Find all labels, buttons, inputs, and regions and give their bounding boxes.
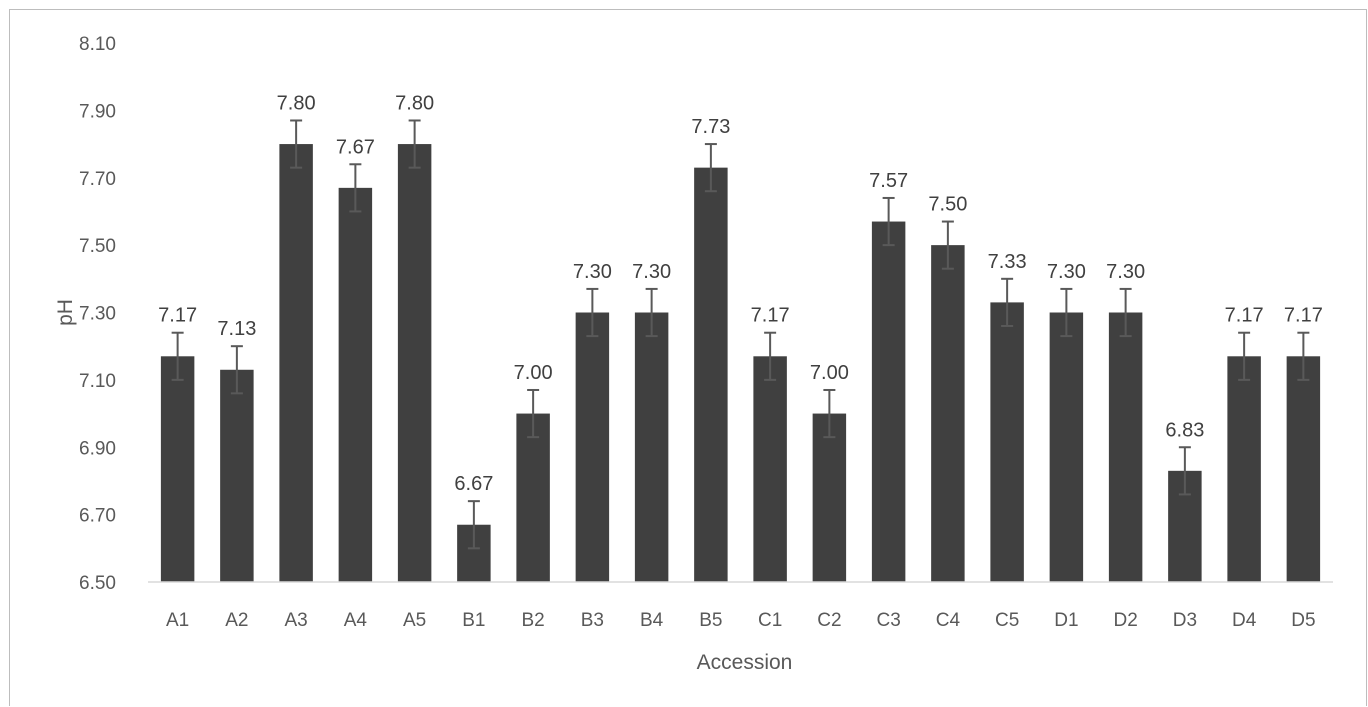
bar xyxy=(1108,312,1143,582)
bar xyxy=(634,312,669,582)
y-tick-label: 7.30 xyxy=(79,304,116,325)
chart-frame xyxy=(9,9,1367,706)
x-tick-label: D2 xyxy=(1113,610,1137,631)
bar xyxy=(1286,356,1321,582)
y-tick-label: 6.50 xyxy=(79,573,116,594)
error-bar xyxy=(527,388,540,439)
error-bar xyxy=(349,163,362,213)
error-bar xyxy=(467,500,480,550)
x-tick-label: C1 xyxy=(758,610,782,631)
data-label: 6.67 xyxy=(454,473,493,495)
data-labels: 7.17 7.13 7.80 7.67 7.80 6.67 7.00 7.30 7.30 7.73… xyxy=(158,92,1323,495)
y-tick-label: 7.50 xyxy=(79,236,116,257)
x-tick-label: D3 xyxy=(1173,610,1197,631)
error-bar xyxy=(1119,287,1132,338)
data-label: 7.67 xyxy=(336,136,375,158)
x-tick-label: A4 xyxy=(344,610,368,631)
data-label: 7.80 xyxy=(395,92,434,114)
bar xyxy=(279,144,313,582)
data-label: 7.30 xyxy=(573,261,612,283)
data-label: 7.00 xyxy=(514,362,553,384)
x-tick-label: C4 xyxy=(936,610,961,631)
error-bar xyxy=(823,388,836,439)
x-axis-ticks: A1 A2 A3 A4 A5 B1 B2 B3 B4 B5 C1 C2 C3 C4 C5 D1 D2 D3 D4 D5 xyxy=(166,610,1316,631)
error-bar xyxy=(941,220,954,270)
x-tick-label: C2 xyxy=(817,610,841,631)
bar xyxy=(160,356,195,582)
data-label: 7.17 xyxy=(1225,305,1264,327)
x-tick-label: D5 xyxy=(1291,610,1315,631)
bar xyxy=(516,413,550,582)
data-label: 7.57 xyxy=(869,170,908,192)
data-label: 7.50 xyxy=(928,194,967,216)
y-tick-label: 8.10 xyxy=(79,34,116,55)
data-label: 7.30 xyxy=(1047,261,1086,283)
y-tick-label: 7.70 xyxy=(79,169,116,190)
error-bar xyxy=(290,119,303,169)
x-tick-label: C3 xyxy=(876,610,900,631)
data-label: 7.17 xyxy=(1284,305,1323,327)
data-label: 6.83 xyxy=(1165,419,1204,441)
error-bar xyxy=(1238,331,1251,381)
bar xyxy=(1049,312,1084,582)
x-tick-label: A5 xyxy=(403,610,426,631)
error-bar xyxy=(586,287,599,338)
error-bar xyxy=(704,143,717,193)
bar xyxy=(575,312,610,582)
error-bar xyxy=(408,119,421,169)
bar xyxy=(812,413,847,582)
bar xyxy=(990,302,1024,582)
x-tick-label: A1 xyxy=(166,610,189,631)
bar xyxy=(397,144,432,582)
bar xyxy=(753,356,787,582)
bar xyxy=(220,369,254,582)
data-label: 7.30 xyxy=(1106,261,1145,283)
error-bar xyxy=(764,331,777,381)
y-tick-label: 6.90 xyxy=(79,438,116,459)
x-tick-label: A3 xyxy=(285,610,308,631)
error-bar xyxy=(171,331,184,381)
bar xyxy=(338,187,373,582)
error-bars xyxy=(171,119,1310,550)
data-label: 7.33 xyxy=(988,251,1027,273)
error-bar xyxy=(1178,446,1191,496)
bars xyxy=(160,144,1321,583)
y-axis-ticks: 6.50 6.70 6.90 7.10 7.30 7.50 7.70 7.90 8.10 xyxy=(79,34,116,594)
x-tick-label: D1 xyxy=(1054,610,1078,631)
y-tick-label: 7.10 xyxy=(79,371,116,392)
bar xyxy=(1227,356,1261,582)
error-bar xyxy=(1060,287,1073,338)
data-label: 7.73 xyxy=(691,116,730,138)
data-label: 7.30 xyxy=(632,261,671,283)
x-tick-label: B2 xyxy=(522,610,545,631)
x-tick-label: B3 xyxy=(581,610,604,631)
error-bar xyxy=(1297,331,1310,381)
data-label: 7.17 xyxy=(751,305,790,327)
error-bar xyxy=(1001,277,1014,327)
x-tick-label: B1 xyxy=(462,610,485,631)
x-axis-title: Accession xyxy=(697,651,793,674)
data-label: 7.17 xyxy=(158,305,197,327)
error-bar xyxy=(230,345,243,395)
y-tick-label: 6.70 xyxy=(79,506,116,527)
y-axis-title: pH xyxy=(54,299,77,326)
x-tick-label: B4 xyxy=(640,610,664,631)
x-tick-label: B5 xyxy=(699,610,722,631)
x-tick-label: A2 xyxy=(225,610,248,631)
x-tick-label: C5 xyxy=(995,610,1019,631)
error-bar xyxy=(882,196,895,247)
bar xyxy=(871,221,906,582)
x-tick-label: D4 xyxy=(1232,610,1257,631)
data-label: 7.80 xyxy=(277,92,316,114)
bar xyxy=(694,167,728,583)
bar xyxy=(931,245,965,582)
error-bar xyxy=(645,287,658,338)
data-label: 7.00 xyxy=(810,362,849,384)
data-label: 7.13 xyxy=(217,318,256,340)
y-tick-label: 7.90 xyxy=(79,101,116,122)
